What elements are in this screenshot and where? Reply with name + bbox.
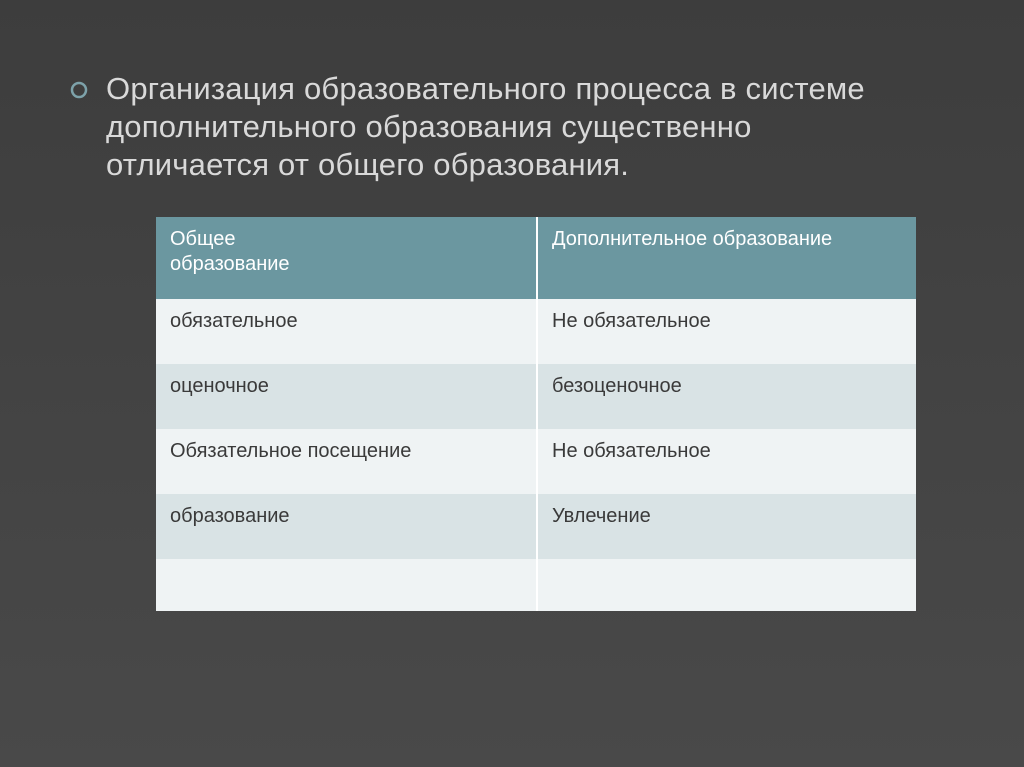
slide-heading: Организация образовательного процесса в … — [106, 70, 886, 183]
comparison-table-wrap: Общее образование Дополнительное образов… — [156, 217, 916, 611]
table-cell: Увлечение — [536, 494, 916, 559]
slide: Организация образовательного процесса в … — [0, 0, 1024, 767]
table-cell: образование — [156, 494, 536, 559]
table-cell — [536, 559, 916, 611]
table-header-cell: Дополнительное образование — [536, 217, 916, 299]
table-row: обязательное Не обязательное — [156, 299, 916, 364]
table-row — [156, 559, 916, 611]
table-cell: Не обязательное — [536, 299, 916, 364]
table-header-cell: Общее образование — [156, 217, 536, 299]
table-cell: обязательное — [156, 299, 536, 364]
table-row: Обязательное посещение Не обязательное — [156, 429, 916, 494]
table-cell — [156, 559, 536, 611]
table-cell: безоценочное — [536, 364, 916, 429]
table-cell: Обязательное посещение — [156, 429, 536, 494]
table-cell: Не обязательное — [536, 429, 916, 494]
comparison-table: Общее образование Дополнительное образов… — [156, 217, 916, 611]
table-cell: оценочное — [156, 364, 536, 429]
table-row: образование Увлечение — [156, 494, 916, 559]
table-header-row: Общее образование Дополнительное образов… — [156, 217, 916, 299]
table-row: оценочное безоценочное — [156, 364, 916, 429]
bullet-block: Организация образовательного процесса в … — [70, 70, 954, 183]
bullet-ring-icon — [70, 81, 88, 99]
